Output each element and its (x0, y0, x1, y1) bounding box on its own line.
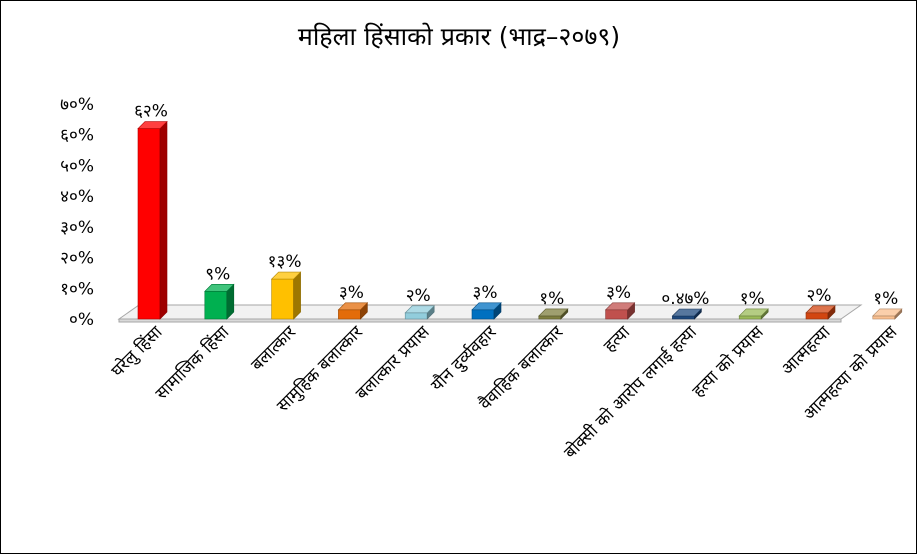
data-label: २% (807, 286, 832, 306)
bar-front-face (872, 315, 896, 320)
bar-side-face (293, 271, 301, 320)
bar (270, 271, 302, 320)
bar-front-face (672, 315, 695, 320)
x-tick-label: हत्या को प्रयास (688, 321, 768, 401)
bar-front-face (271, 278, 294, 320)
data-label: ३% (606, 283, 631, 303)
bar (404, 305, 435, 320)
bar-front-face (605, 309, 628, 320)
bar (805, 305, 836, 320)
y-tick-label: ४०% (60, 187, 94, 207)
bar-front-face (137, 128, 161, 320)
bar-front-face (471, 309, 495, 320)
y-tick-label: २०% (60, 249, 94, 269)
data-label: ०.४७% (661, 289, 709, 309)
bar-front-face (805, 312, 829, 320)
x-tick-label: हत्या (600, 322, 635, 357)
data-labels-group: ६२% ९% १३% ३% २% ३% १% ३% ०.४७% १% २% १% (134, 102, 898, 309)
y-tick-label: ३०% (60, 218, 94, 238)
bar-top-face (337, 302, 369, 311)
x-axis-labels: घरेलु हिंसासामाजिक हिंसा बलात्कारसामुहिक … (107, 321, 902, 463)
bars-group (137, 120, 903, 320)
bar (671, 308, 703, 320)
bar-top-face (471, 302, 502, 311)
bar-front-face (538, 315, 562, 320)
bar-front-face (204, 291, 228, 320)
data-label: १% (873, 289, 898, 309)
data-label: १३% (268, 252, 302, 272)
data-label: २% (406, 286, 431, 306)
x-tick-label: बलात्कार (247, 322, 301, 376)
data-label: ३% (339, 283, 364, 303)
bar (137, 120, 168, 320)
bar-top-face (137, 121, 168, 129)
bar-side-face (159, 120, 168, 320)
bar-front-face (738, 315, 762, 320)
bar-top-face (270, 271, 302, 280)
bar (738, 308, 769, 320)
chart-title: महिला हिंसाको प्रकार (भाद्र–२०७९) (298, 22, 620, 51)
bar-top-face (738, 308, 769, 317)
y-axis: ०% १०% २०% ३०% ४०% ५०% ६०% ७०% (60, 95, 94, 330)
bar-top-face (671, 308, 703, 317)
y-tick-label: ०% (69, 310, 94, 330)
x-tick-label: आत्महत्या (778, 322, 835, 379)
y-tick-label: १०% (60, 279, 94, 299)
data-label: १% (740, 289, 765, 309)
data-label: ६२% (134, 102, 168, 122)
y-tick-label: ७०% (60, 95, 94, 115)
bar (337, 302, 369, 320)
y-tick-label: ६०% (60, 126, 94, 146)
data-label: ३% (473, 283, 498, 303)
x-tick-label: घरेलु हिंसा (107, 321, 167, 381)
y-tick-label: ५०% (60, 156, 94, 176)
bar-front-face (338, 309, 361, 320)
data-label: ९% (205, 264, 230, 284)
bar (604, 302, 636, 320)
bar-top-face (204, 284, 235, 292)
bar-top-face (404, 305, 435, 314)
x-tick-label: बोक्सी को आरोप लगाई हत्या (560, 321, 702, 463)
bar-top-face (538, 308, 569, 317)
bar-top-face (604, 302, 636, 311)
bar-top-face (805, 305, 836, 314)
bar-front-face (404, 312, 428, 320)
bar-top-face (872, 308, 903, 317)
bar (872, 308, 903, 320)
data-label: १% (539, 289, 564, 309)
bar (538, 308, 569, 320)
bar (204, 283, 235, 320)
bar (471, 302, 502, 320)
